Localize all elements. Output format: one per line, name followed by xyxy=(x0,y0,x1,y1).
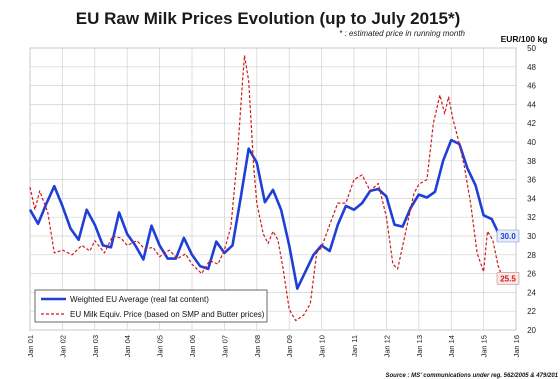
x-tick-label: Jan 15 xyxy=(480,335,489,358)
x-tick-label: Jan 10 xyxy=(318,335,327,358)
y-tick-label: 44 xyxy=(527,100,536,109)
x-tick-label: Jan 14 xyxy=(447,335,456,358)
legend-label-series-1: EU Milk Equiv. Price (based on SMP and B… xyxy=(70,310,265,319)
y-tick-label: 20 xyxy=(527,326,536,335)
legend: Weighted EU Average (real fat content) E… xyxy=(34,289,268,323)
legend-box xyxy=(34,289,268,323)
x-tick-label: Jan 11 xyxy=(350,335,359,357)
chart-title: EU Raw Milk Prices Evolution (up to July… xyxy=(76,9,460,28)
y-axis-ticks: 20 22 24 26 28 30 32 34 36 38 40 42 44 46 48 50 xyxy=(527,44,536,335)
x-tick-label: Jan 03 xyxy=(91,335,100,358)
series-line-0 xyxy=(28,138,501,290)
y-tick-label: 42 xyxy=(527,119,536,128)
y-tick-label: 36 xyxy=(527,176,536,185)
x-tick-label: Jan 08 xyxy=(253,335,262,358)
x-axis-ticks: Jan 01 Jan 02 Jan 03 Jan 04 Jan 05 Jan 06 Jan … xyxy=(26,335,521,358)
y-tick-label: 34 xyxy=(527,194,536,203)
series-line-1 xyxy=(29,54,504,322)
y-tick-label: 46 xyxy=(527,82,536,91)
y-tick-label: 38 xyxy=(527,157,536,166)
x-tick-label: Jan 12 xyxy=(382,335,391,358)
end-value-box-1 xyxy=(496,271,520,285)
end-value-callouts: 30.0 25.5 xyxy=(496,229,520,285)
x-tick-label: Jan 09 xyxy=(285,335,294,358)
x-tick-label: Jan 06 xyxy=(188,335,197,358)
x-tick-label: Jan 05 xyxy=(156,335,165,358)
y-tick-label: 40 xyxy=(527,138,536,147)
x-tick-label: Jan 04 xyxy=(123,335,132,358)
x-tick-label: Jan 13 xyxy=(415,335,424,358)
x-tick-label: Jan 16 xyxy=(512,335,521,358)
grid-lines xyxy=(29,47,517,331)
estimate-note: * : estimated price in running month xyxy=(339,29,465,38)
y-tick-label: 28 xyxy=(527,251,536,260)
end-value-box-0 xyxy=(496,229,520,243)
y-tick-label: 26 xyxy=(527,270,536,279)
x-tick-label: Jan 02 xyxy=(58,335,67,358)
end-value-label-1: 25.5 xyxy=(500,274,516,283)
y-tick-label: 24 xyxy=(527,288,536,297)
x-tick-label: Jan 07 xyxy=(220,335,229,358)
y-tick-label: 30 xyxy=(527,232,536,241)
y-tick-label: 22 xyxy=(527,307,536,316)
y-axis-unit-label: EUR/100 kg xyxy=(501,34,548,44)
y-tick-label: 48 xyxy=(527,63,536,72)
source-note: Source : MS' communications under reg. 5… xyxy=(386,373,559,379)
series-lines xyxy=(28,54,504,322)
y-tick-label: 32 xyxy=(527,213,536,222)
x-tick-label: Jan 01 xyxy=(26,335,35,358)
legend-label-series-0: Weighted EU Average (real fat content) xyxy=(70,295,209,304)
end-value-label-0: 30.0 xyxy=(500,232,516,241)
y-tick-label: 50 xyxy=(527,44,536,53)
